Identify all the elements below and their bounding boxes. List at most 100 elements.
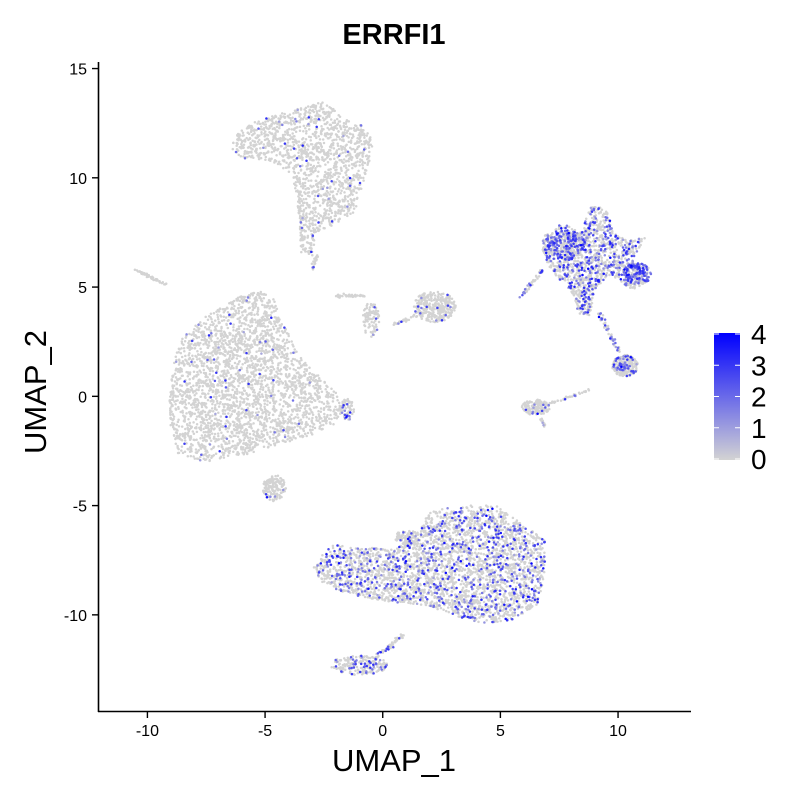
cell-point — [208, 458, 211, 462]
cell-point — [189, 397, 192, 400]
cell-point — [267, 386, 270, 389]
cell-point — [298, 373, 301, 377]
cell-point — [244, 416, 248, 419]
cell-point — [272, 367, 276, 371]
cell-point — [196, 403, 200, 407]
cell-point — [273, 146, 277, 149]
cell-point — [175, 423, 178, 427]
cell-point — [311, 253, 314, 257]
cell-point — [348, 152, 352, 156]
cell-point — [246, 436, 250, 439]
cell-point — [307, 412, 311, 416]
cell-point — [323, 207, 326, 211]
cell-point — [361, 163, 364, 166]
cell-point — [245, 345, 249, 348]
cell-point — [249, 126, 252, 129]
cell-point — [495, 505, 499, 508]
cell-point — [221, 403, 225, 406]
cell-point — [201, 335, 204, 339]
cell-point — [257, 368, 261, 372]
cell-point — [467, 590, 471, 593]
cell-point — [283, 133, 287, 136]
cell-point — [268, 126, 271, 130]
cell-point — [242, 145, 245, 149]
cell-point — [264, 348, 268, 352]
cell-point — [354, 154, 358, 158]
cell-point — [229, 339, 233, 342]
cell-point — [337, 135, 340, 139]
cell-point — [318, 224, 322, 228]
cell-point — [286, 360, 289, 363]
cell-point — [503, 559, 507, 562]
cell-point — [304, 217, 307, 221]
cell-point — [294, 181, 298, 184]
cell-point — [284, 364, 287, 367]
cell-point — [269, 420, 273, 424]
cell-point — [251, 437, 254, 440]
cell-point — [285, 429, 289, 432]
cell-point — [330, 211, 334, 215]
cell-point — [236, 349, 239, 352]
cell-point — [335, 117, 339, 121]
cell-point — [234, 434, 237, 438]
cell-point — [217, 418, 221, 422]
cell-point — [217, 343, 220, 346]
cell-point — [237, 373, 241, 377]
cell-point — [271, 387, 275, 391]
cell-point — [260, 349, 263, 353]
cell-point — [332, 410, 335, 413]
cell-point — [254, 415, 257, 418]
cell-point — [205, 418, 209, 422]
cell-point — [272, 383, 275, 387]
cell-point — [185, 442, 188, 445]
cell-point — [269, 132, 272, 135]
cell-point — [325, 151, 328, 155]
cell-point — [281, 135, 285, 139]
cell-point — [183, 436, 186, 440]
chart-title: ERRFI1 — [342, 19, 445, 51]
cell-point — [186, 447, 189, 451]
cell-point — [293, 421, 297, 425]
cell-point — [194, 344, 198, 347]
cell-point — [243, 442, 247, 446]
cell-point — [276, 147, 280, 151]
cell-point — [354, 164, 357, 168]
cell-point — [235, 400, 239, 403]
cell-point — [264, 120, 267, 123]
cell-point — [249, 436, 252, 439]
cell-point — [173, 380, 177, 383]
cell-point — [309, 243, 313, 247]
cell-point — [278, 353, 281, 356]
cell-point — [200, 364, 204, 367]
cell-point — [336, 190, 340, 193]
cell-point — [272, 344, 276, 347]
cell-point — [226, 430, 229, 433]
cell-point — [228, 340, 231, 344]
cell-point — [341, 145, 345, 149]
cell-point — [272, 325, 275, 329]
cell-point — [182, 346, 186, 350]
cell-point — [270, 359, 274, 363]
cell-point — [216, 402, 219, 405]
cell-point — [339, 210, 343, 213]
cell-point — [241, 448, 245, 451]
cell-point — [218, 457, 222, 460]
cell-point — [358, 183, 361, 187]
cell-point — [312, 406, 316, 409]
cell-point — [208, 373, 212, 376]
cell-point — [246, 155, 249, 159]
cell-point — [305, 219, 308, 223]
cell-point — [278, 377, 282, 381]
cell-point — [206, 355, 209, 358]
cell-point — [202, 322, 206, 325]
cell-point — [243, 340, 247, 343]
cell-point — [292, 368, 295, 371]
cell-point — [238, 334, 242, 338]
cell-point — [294, 376, 297, 380]
cell-point — [195, 388, 198, 391]
cell-point — [302, 177, 305, 181]
cell-point — [357, 178, 360, 181]
cell-point — [192, 384, 195, 387]
cell-point — [276, 344, 279, 348]
